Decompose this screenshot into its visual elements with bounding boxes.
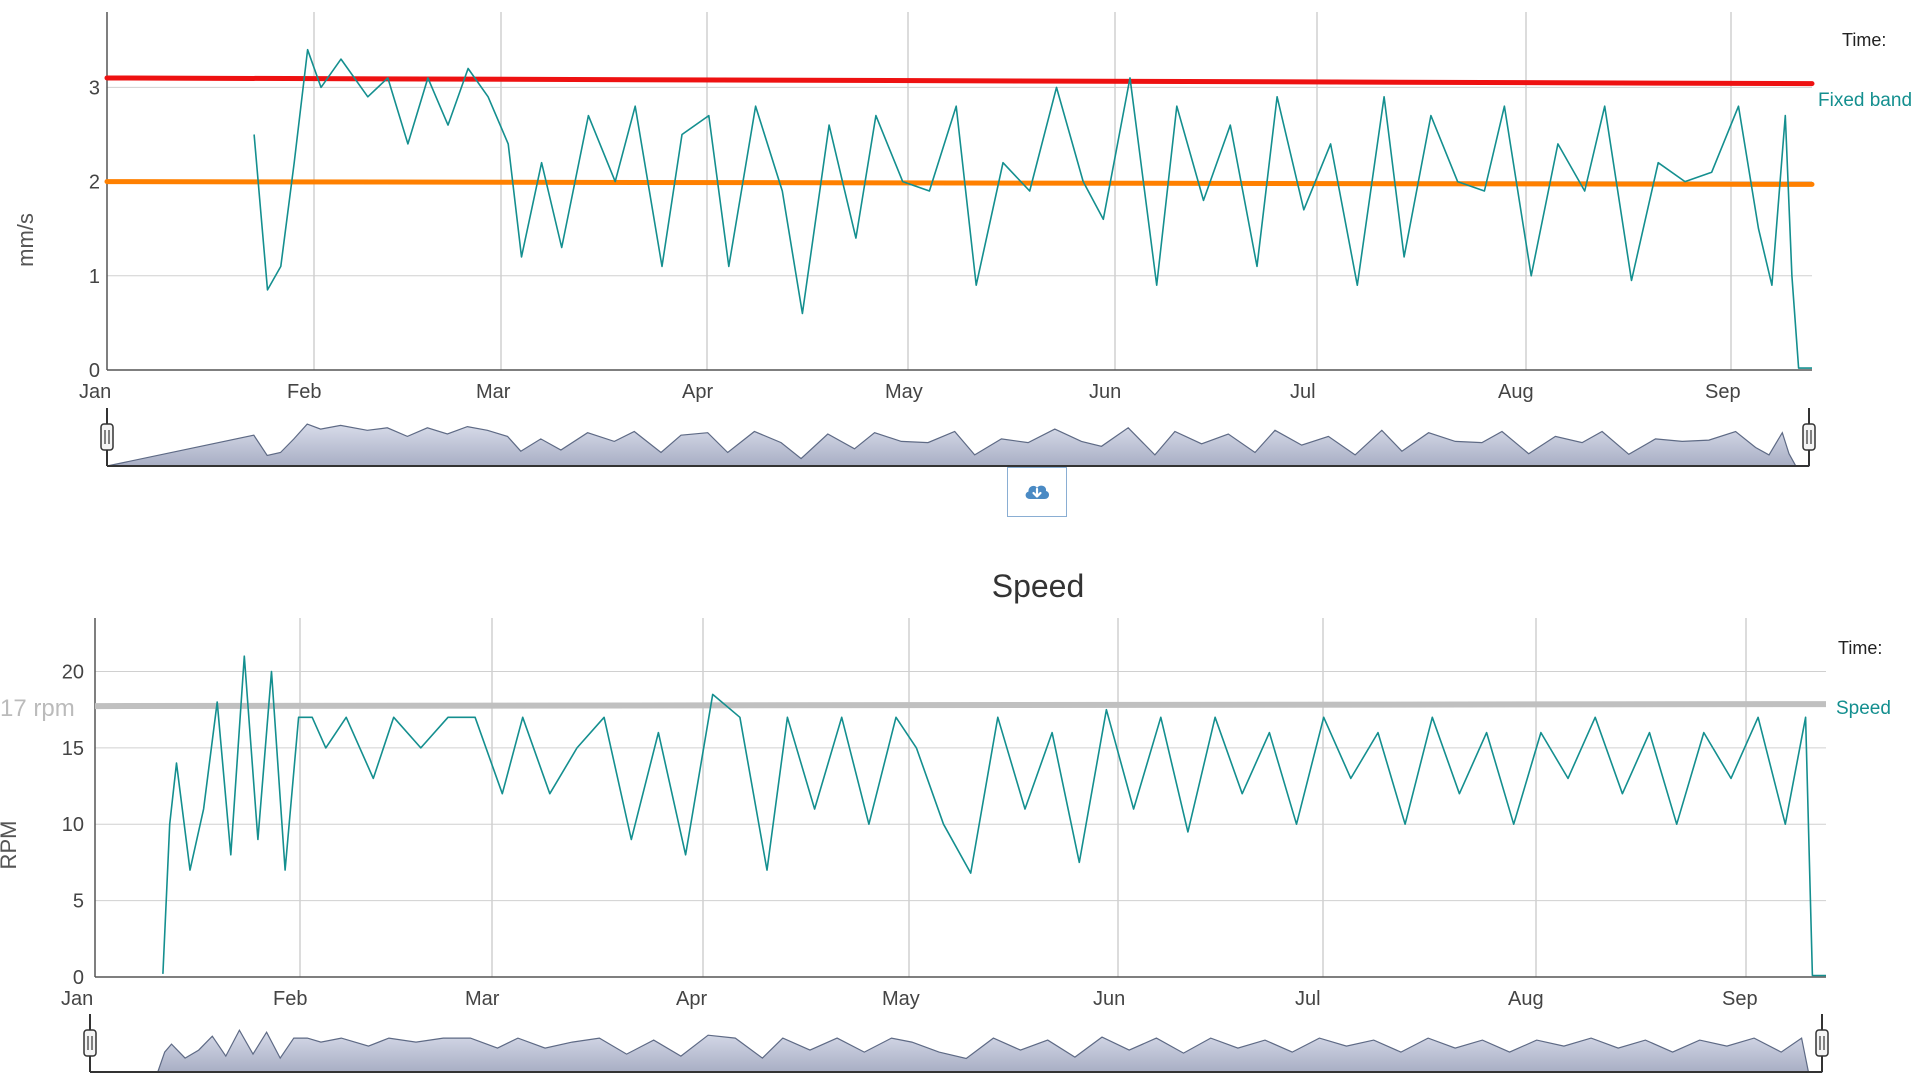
navigator-handle-left[interactable]: [83, 1014, 97, 1072]
chart2-reference-label: 17 rpm: [0, 695, 75, 722]
c1-y-tick-0: 0: [89, 360, 100, 382]
c2-x-tick-mar: Mar: [465, 988, 500, 1010]
chart1-range-navigator[interactable]: [100, 408, 1816, 467]
c1-x-tick-aug: Aug: [1498, 381, 1534, 403]
c1-band-line-0: [104, 75, 1815, 87]
c1-x-tick-feb: Feb: [287, 381, 321, 403]
c2-x-tick-jul: Jul: [1295, 988, 1321, 1010]
chart2-axes: [94, 618, 1826, 978]
chart2-series-line[interactable]: [162, 655, 1826, 977]
chart1-axes: [106, 12, 1812, 371]
c1-band-line-1: [104, 179, 1815, 187]
c1-x-tick-apr: Apr: [682, 381, 713, 403]
chart2-x-tick-labels: Jan Feb Mar Apr May Jun Jul Aug Sep: [61, 988, 1758, 1010]
c2-y-tick-10: 10: [62, 814, 84, 836]
chart2-reference-line: [94, 701, 1827, 710]
c2-x-tick-sep: Sep: [1722, 988, 1758, 1010]
c1-x-tick-jan: Jan: [79, 381, 111, 403]
chart2-legend-item[interactable]: Speed: [1836, 698, 1891, 719]
chart1-y-axis-title: mm/s: [13, 213, 38, 267]
grip-handle-icon: [83, 1029, 97, 1057]
c2-y-tick-15: 15: [62, 738, 84, 760]
chart2-gridlines: [95, 618, 1826, 978]
c2-y-tick-20: 20: [62, 661, 84, 683]
chart1-x-tick-labels: Jan Feb Mar Apr May Jun Jul Aug Sep: [79, 381, 1741, 403]
navigator-handle-right[interactable]: [1802, 408, 1816, 466]
chart2-range-navigator[interactable]: [83, 1014, 1829, 1073]
c1-y-tick-2: 2: [89, 172, 100, 194]
cloud-download-icon: [1025, 485, 1050, 499]
navigator-handle-right[interactable]: [1815, 1014, 1829, 1072]
grip-handle-icon: [1815, 1029, 1829, 1057]
chart2-title: Speed: [992, 568, 1085, 604]
navigator-area: [89, 1028, 1823, 1073]
c2-x-tick-jun: Jun: [1093, 988, 1125, 1010]
c2-x-tick-may: May: [882, 988, 920, 1010]
c2-x-tick-apr: Apr: [676, 988, 707, 1010]
chart2-y-tick-labels: 0 5 10 15 20: [62, 661, 84, 989]
chart1-gridlines: [107, 12, 1812, 371]
c1-x-tick-jun: Jun: [1089, 381, 1121, 403]
chart2-y-axis-title: RPM: [0, 821, 21, 870]
download-button[interactable]: [1007, 467, 1067, 517]
navigator-area: [106, 423, 1810, 467]
c2-x-tick-aug: Aug: [1508, 988, 1544, 1010]
chart1-y-tick-labels: 0 1 2 3: [89, 77, 100, 382]
c1-x-tick-mar: Mar: [476, 381, 511, 403]
chart1-legend-item[interactable]: Fixed band: [1818, 90, 1912, 111]
c1-x-tick-jul: Jul: [1290, 381, 1316, 403]
chart1-fixed-bands: [104, 75, 1815, 187]
c2-y-tick-0: 0: [73, 967, 84, 989]
grip-handle-icon: [100, 423, 114, 451]
c1-x-tick-sep: Sep: [1705, 381, 1741, 403]
c1-x-tick-may: May: [885, 381, 923, 403]
c2-x-tick-jan: Jan: [61, 988, 93, 1010]
grip-handle-icon: [1802, 423, 1816, 451]
chart1-legend-title: Time:: [1842, 30, 1886, 50]
chart2-legend-title: Time:: [1838, 638, 1882, 658]
c1-y-tick-3: 3: [89, 77, 100, 99]
c2-y-tick-5: 5: [73, 891, 84, 913]
c1-y-tick-1: 1: [89, 266, 100, 288]
c2-x-tick-feb: Feb: [273, 988, 307, 1010]
navigator-handle-left[interactable]: [100, 408, 114, 466]
chart1-series-line[interactable]: [253, 48, 1812, 369]
